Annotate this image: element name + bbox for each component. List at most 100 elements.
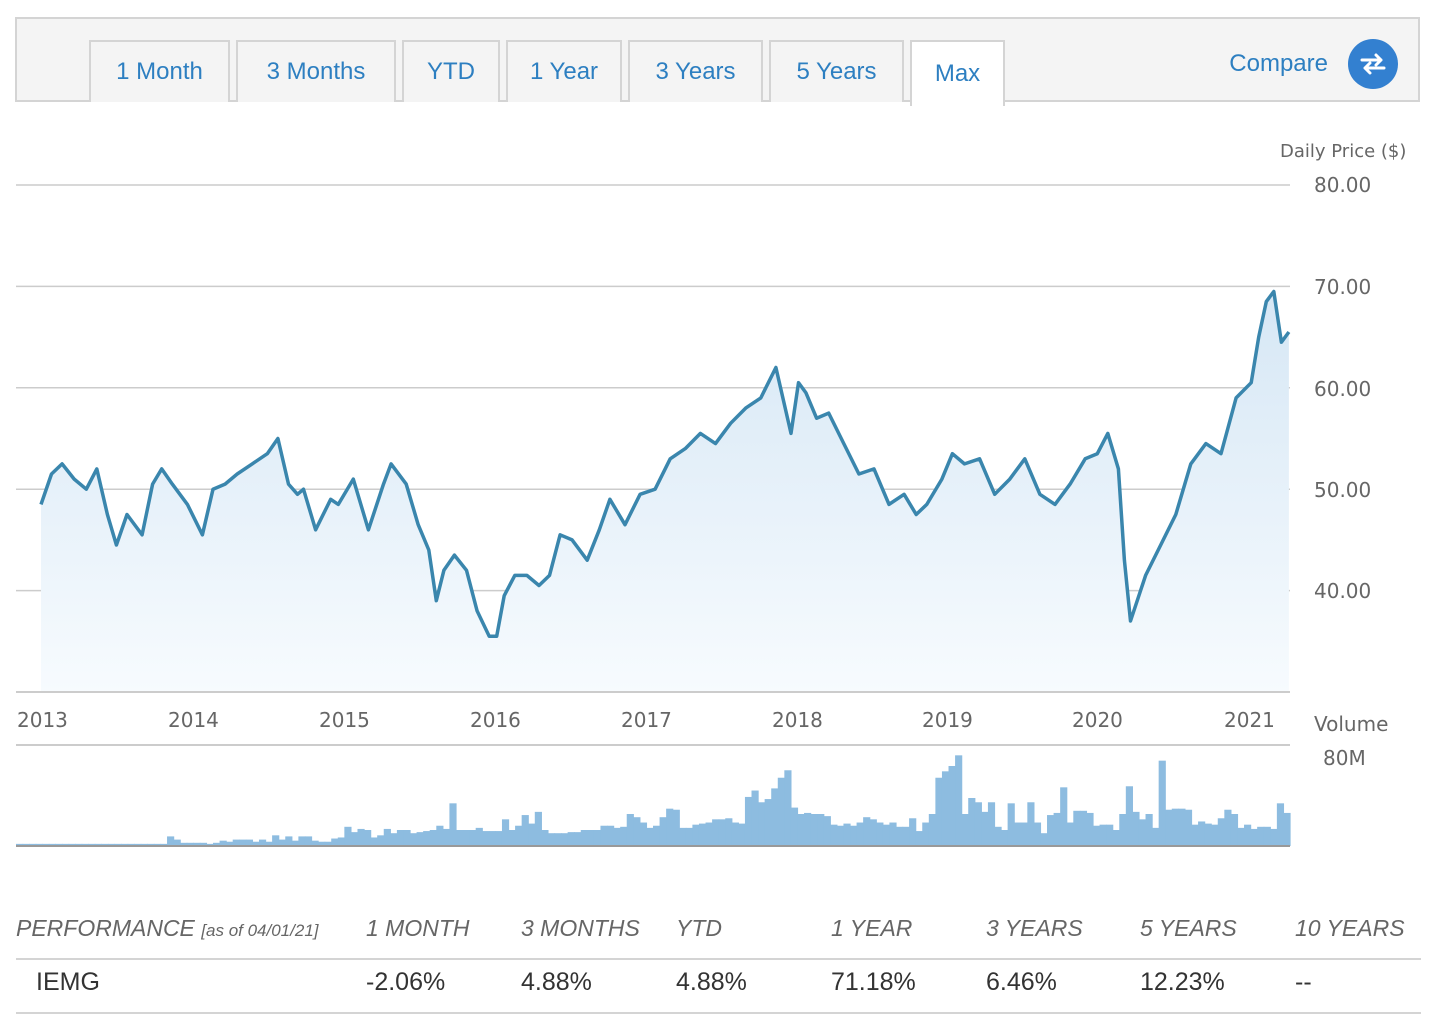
- volume-bar: [1178, 808, 1186, 846]
- volume-bar: [1165, 809, 1173, 846]
- volume-bar: [508, 830, 516, 846]
- volume-bar: [370, 837, 378, 846]
- volume-bar: [501, 819, 510, 846]
- volume-bar: [1053, 812, 1061, 846]
- column-header: 1 YEAR: [831, 915, 913, 941]
- volume-bar: [35, 843, 43, 846]
- x-tick-label: 2016: [470, 708, 521, 732]
- swap-arrows-icon: [1348, 39, 1398, 89]
- volume-bar: [193, 842, 201, 846]
- volume-bar: [48, 843, 57, 846]
- volume-bar: [941, 771, 950, 846]
- volume-bar: [232, 839, 240, 846]
- volume-bar: [81, 843, 89, 846]
- volume-bar: [219, 840, 227, 846]
- volume-bar: [593, 830, 602, 846]
- value-cell: 4.88%: [521, 968, 592, 996]
- volume-bar: [213, 842, 221, 846]
- volume-bar: [974, 802, 982, 846]
- x-tick-label: 2013: [17, 708, 68, 732]
- volume-bars: [16, 755, 1291, 846]
- volume-bar: [1079, 810, 1088, 846]
- volume-bar: [55, 843, 63, 846]
- volume-bar: [1283, 812, 1291, 846]
- volume-bar: [895, 826, 904, 846]
- volume-bar: [245, 839, 254, 846]
- volume-bar: [692, 824, 700, 846]
- volume-bar: [272, 835, 280, 846]
- volume-bar: [488, 831, 496, 846]
- volume-bar: [22, 843, 30, 846]
- volume-bar: [1198, 821, 1206, 846]
- tab-max[interactable]: Max: [910, 40, 1005, 106]
- volume-bar: [981, 811, 989, 846]
- volume-bar: [285, 836, 293, 846]
- volume-bar: [278, 839, 286, 846]
- volume-bar: [1047, 815, 1055, 846]
- volume-bar: [607, 825, 615, 846]
- volume-bar: [1204, 823, 1212, 846]
- volume-bar: [436, 825, 444, 846]
- volume-bar: [1027, 802, 1035, 846]
- volume-bar: [856, 822, 864, 846]
- volume-bar: [580, 830, 588, 846]
- volume-bar: [751, 790, 759, 846]
- volume-bar: [909, 818, 917, 846]
- volume-bar: [935, 777, 943, 846]
- volume-bar: [882, 824, 891, 846]
- tab-3-years[interactable]: 3 Years: [628, 40, 763, 102]
- volume-bar: [298, 836, 306, 846]
- volume-bar: [416, 832, 424, 846]
- compare-label: Compare: [1229, 50, 1328, 77]
- volume-bar: [843, 823, 851, 846]
- performance-header: PERFORMANCE [as of 04/01/21] 1 MONTH 3 M…: [16, 915, 1421, 947]
- volume-bar: [75, 843, 83, 846]
- volume-bar: [567, 832, 575, 846]
- volume-bar: [291, 840, 299, 846]
- x-tick-label: 2014: [168, 708, 219, 732]
- volume-bar: [1276, 803, 1285, 846]
- volume-tick-label: 80M: [1323, 746, 1366, 770]
- volume-bar: [311, 840, 319, 846]
- volume-bar: [810, 814, 818, 846]
- volume-bar: [1007, 803, 1015, 846]
- volume-bar: [1270, 828, 1278, 846]
- volume-bar: [1171, 808, 1179, 846]
- column-header: 5 YEARS: [1140, 915, 1237, 941]
- volume-bar: [646, 827, 654, 846]
- volume-bar: [1040, 833, 1048, 846]
- tab-ytd[interactable]: YTD: [402, 40, 500, 102]
- performance-title: PERFORMANCE [as of 04/01/21]: [16, 915, 319, 942]
- volume-bar: [528, 823, 536, 846]
- volume-bar: [758, 802, 766, 846]
- volume-bar: [383, 828, 391, 846]
- compare-button[interactable]: Compare: [1229, 39, 1398, 89]
- volume-bar: [968, 798, 976, 846]
- volume-bar: [574, 832, 582, 846]
- tab-3-months[interactable]: 3 Months: [236, 40, 396, 102]
- tab-1-month[interactable]: 1 Month: [89, 40, 230, 102]
- volume-bar: [239, 839, 247, 846]
- volume-bar: [94, 843, 102, 846]
- volume-bar: [1014, 822, 1022, 846]
- volume-bar: [304, 836, 313, 846]
- volume-bar: [1112, 830, 1120, 846]
- volume-bar: [961, 814, 969, 846]
- volume-bar: [226, 841, 234, 846]
- volume-bar: [850, 825, 858, 846]
- table-divider: [16, 1012, 1421, 1014]
- tab-5-years[interactable]: 5 Years: [769, 40, 904, 102]
- volume-bar: [344, 826, 352, 846]
- volume-bar: [685, 827, 694, 846]
- volume-bar: [633, 817, 641, 846]
- volume-bar: [1250, 828, 1258, 846]
- as-of-date: [as of 04/01/21]: [201, 921, 319, 940]
- column-header: YTD: [676, 915, 722, 941]
- volume-bar: [554, 833, 562, 846]
- volume-bar: [725, 818, 733, 846]
- value-cell: --: [1295, 968, 1312, 996]
- volume-bar: [698, 823, 707, 846]
- tab-1-year[interactable]: 1 Year: [506, 40, 622, 102]
- volume-bar: [1060, 787, 1068, 846]
- y-tick-label: 40.00: [1314, 579, 1372, 603]
